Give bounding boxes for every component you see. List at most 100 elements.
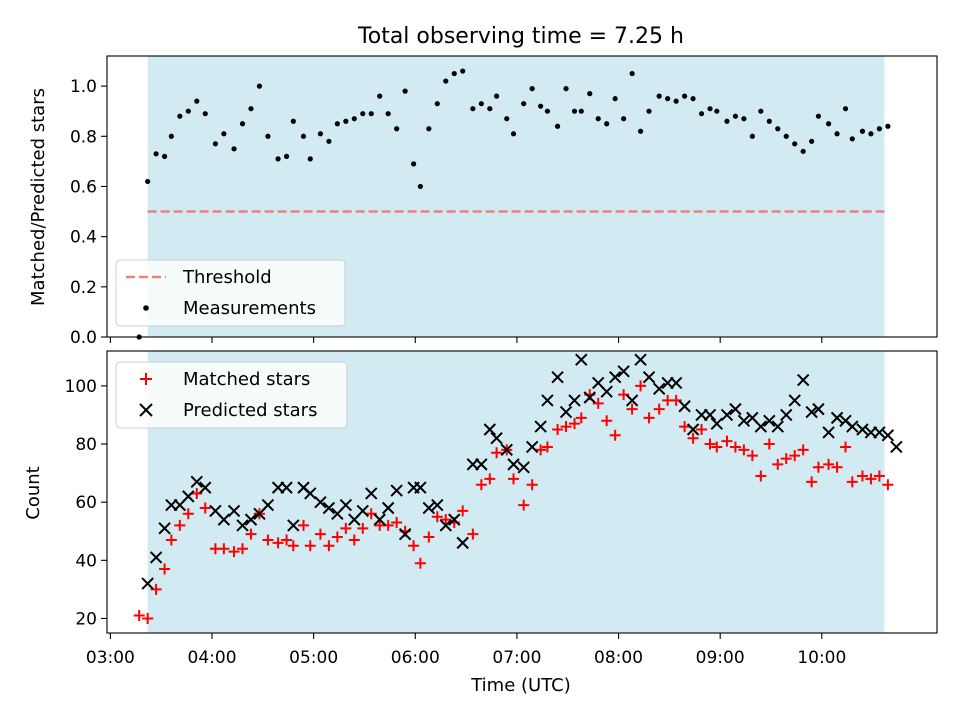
- measurement-point: [538, 103, 544, 109]
- measurement-point: [283, 153, 290, 159]
- matched-star-point: [873, 470, 885, 482]
- legend-measurements-label: Measurements: [183, 298, 316, 319]
- measurement-point: [604, 121, 610, 127]
- predicted-star-point: [339, 498, 353, 512]
- measurement-point: [265, 133, 271, 139]
- measurement-point: [300, 133, 307, 139]
- predicted-star-point: [381, 501, 395, 515]
- predicted-star-point: [373, 513, 386, 526]
- measurement-point: [177, 113, 183, 119]
- matched-star-point: [414, 557, 426, 569]
- legend-predicted-label: Predicted stars: [183, 400, 317, 421]
- measurement-point: [153, 151, 159, 157]
- matched-star-point: [704, 438, 716, 450]
- measurement-point: [665, 96, 671, 102]
- measurement-point: [334, 121, 340, 127]
- predicted-star-point: [365, 487, 378, 500]
- predicted-star-point: [439, 519, 452, 532]
- matched-star-point: [199, 502, 211, 514]
- measurement-point: [682, 93, 688, 99]
- top-y-tick-label: 0.6: [70, 177, 97, 197]
- matched-star-point: [721, 435, 733, 447]
- legend-threshold-label: Threshold: [182, 267, 272, 288]
- measurement-point: [417, 183, 423, 190]
- matched-star-point: [746, 450, 758, 462]
- matched-star-point: [626, 403, 638, 415]
- top-y-tick-label: 0.8: [70, 127, 97, 147]
- top-legend: Threshold Measurements: [115, 259, 346, 327]
- predicted-star-point: [600, 385, 613, 398]
- predicted-star-point: [541, 394, 554, 407]
- measurement-point: [275, 156, 281, 162]
- top-legend-box: [115, 259, 346, 327]
- predicted-star-point: [678, 400, 691, 413]
- bottom-y-tick-label: 100: [65, 377, 97, 397]
- matched-star-point: [806, 476, 818, 488]
- measurement-point: [758, 108, 764, 114]
- bottom-y-tick-label: 80: [75, 435, 97, 455]
- matched-star-point: [323, 540, 335, 552]
- measurement-point: [402, 88, 408, 94]
- measurement-point: [231, 146, 237, 152]
- matched-star-point: [475, 479, 487, 491]
- predicted-star-point: [244, 513, 258, 526]
- predicted-star-point: [390, 484, 403, 497]
- matched-star-point: [245, 528, 257, 540]
- predicted-star-point: [414, 481, 427, 494]
- measurement-point: [749, 133, 755, 139]
- bottom-axes-frame: [106, 350, 938, 634]
- measurement-point: [724, 118, 730, 124]
- matched-star-point: [679, 421, 691, 433]
- bottom-x-tick-label: 08:00: [594, 648, 643, 668]
- predicted-star-point: [398, 527, 412, 541]
- predicted-star-point: [236, 519, 249, 532]
- matched-star-point: [856, 470, 868, 482]
- matched-star-point: [789, 450, 801, 462]
- predicted-stars-series: [141, 353, 903, 590]
- predicted-star-point: [431, 498, 444, 512]
- matched-star-point: [142, 612, 154, 624]
- measurement-point: [493, 93, 500, 99]
- measurement-point: [621, 116, 627, 122]
- top-y-tick-label: 0.0: [70, 328, 97, 348]
- matched-star-point: [484, 473, 496, 485]
- matched-star-point: [823, 458, 835, 470]
- predicted-star-point: [304, 487, 317, 500]
- predicted-star-point: [642, 370, 656, 384]
- bottom-y-tick-label: 40: [75, 551, 97, 571]
- matched-star-point: [882, 479, 894, 491]
- measurement-point: [443, 78, 449, 84]
- predicted-star-point: [703, 408, 717, 422]
- matched-star-point: [729, 441, 741, 453]
- predicted-star-point: [314, 495, 327, 509]
- measurement-point: [385, 111, 391, 117]
- predicted-star-point: [608, 370, 622, 384]
- predicted-star-point: [856, 423, 869, 436]
- predicted-star-point: [617, 365, 630, 378]
- predicted-star-point: [517, 461, 530, 474]
- measurement-point: [256, 83, 263, 89]
- predicted-star-point: [830, 411, 844, 425]
- predicted-star-point: [788, 394, 801, 407]
- matched-star-point: [552, 423, 564, 435]
- bottom-x-tick-label: 03:00: [86, 648, 135, 668]
- predicted-star-point: [448, 513, 461, 526]
- predicted-star-point: [873, 426, 886, 439]
- measurement-point: [707, 106, 713, 112]
- measurement-point: [612, 96, 618, 102]
- measurement-point: [673, 98, 679, 104]
- matched-star-point: [182, 508, 194, 520]
- measurement-point: [426, 126, 432, 132]
- predicted-star-point: [217, 513, 231, 526]
- predicted-star-point: [812, 402, 825, 416]
- predicted-star-point: [780, 408, 793, 422]
- bottom-y-axis-ticks: 20 40 60 80 100: [65, 377, 107, 629]
- measurements-series: [136, 68, 891, 340]
- measurement-point: [714, 108, 720, 114]
- bottom-panel: 20 40 60 80 100 03:00 04:00 05:00 06:00 07:00 08:…: [23, 350, 938, 696]
- predicted-star-point: [652, 382, 666, 396]
- matched-star-point: [508, 473, 520, 485]
- matched-star-point: [262, 534, 274, 546]
- measurement-point: [202, 111, 208, 117]
- top-axes-frame: [106, 55, 938, 338]
